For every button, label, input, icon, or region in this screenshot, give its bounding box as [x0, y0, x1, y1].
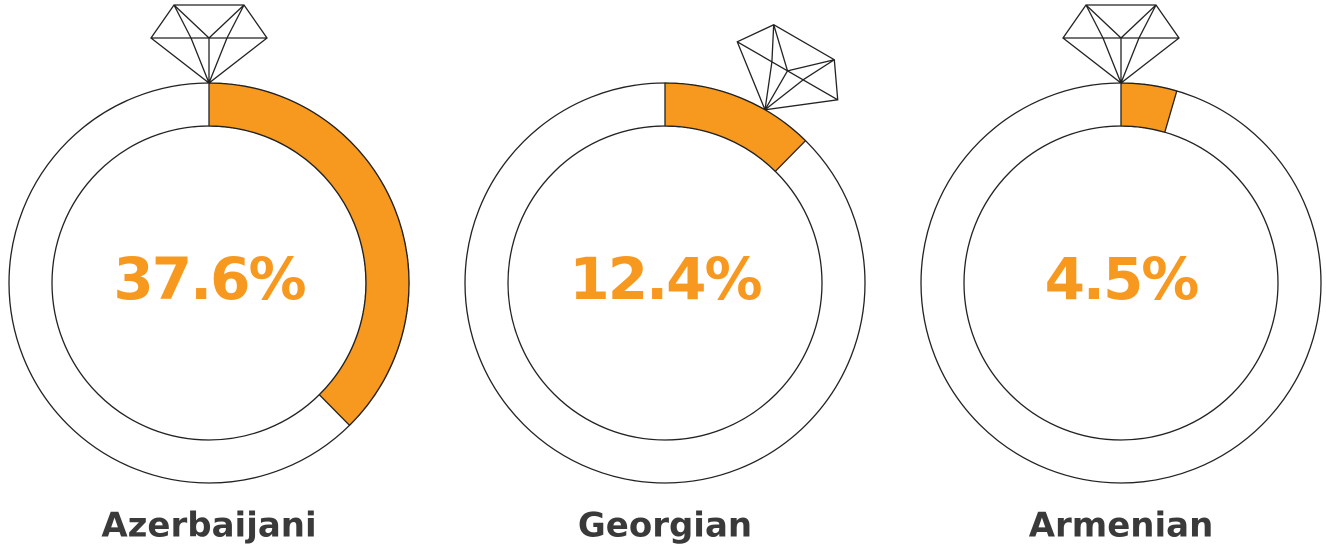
diamond-facet — [771, 24, 775, 62]
ring-title: Armenian — [1029, 506, 1214, 546]
diamond-facet — [173, 4, 210, 39]
diamond-facet — [208, 37, 228, 84]
ring-diamond — [150, 4, 268, 84]
diamond-facet — [1120, 4, 1157, 39]
ring-title: Georgian — [578, 506, 752, 546]
diamond-facet — [1120, 37, 1140, 84]
ring-segment — [1120, 82, 1178, 134]
diamond-facet — [1102, 37, 1122, 84]
ring-diamond — [1062, 4, 1180, 84]
ring-title: Azerbaijani — [101, 506, 316, 546]
diamond-facet — [764, 61, 773, 110]
ring-diamond — [736, 24, 839, 111]
diamond-facet — [190, 37, 210, 84]
diamond-facet — [1138, 4, 1157, 39]
diamond-facet — [787, 59, 835, 72]
diamond-facet — [773, 24, 789, 72]
value-label: 37.6% — [113, 245, 305, 313]
ring-segment — [208, 82, 410, 427]
value-label: 4.5% — [1045, 245, 1199, 313]
diamond-facet — [226, 4, 245, 39]
diamond-facet — [1085, 4, 1122, 39]
diamond-facet — [802, 59, 835, 81]
diamond-outline — [736, 24, 839, 111]
diamond-facet — [173, 4, 192, 39]
ring-segment — [664, 82, 807, 173]
diamond-facet — [764, 79, 804, 111]
diamond-facet — [1085, 4, 1104, 39]
diamond-facet — [208, 4, 245, 39]
diamond-facet — [764, 70, 789, 111]
value-label: 12.4% — [569, 245, 761, 313]
